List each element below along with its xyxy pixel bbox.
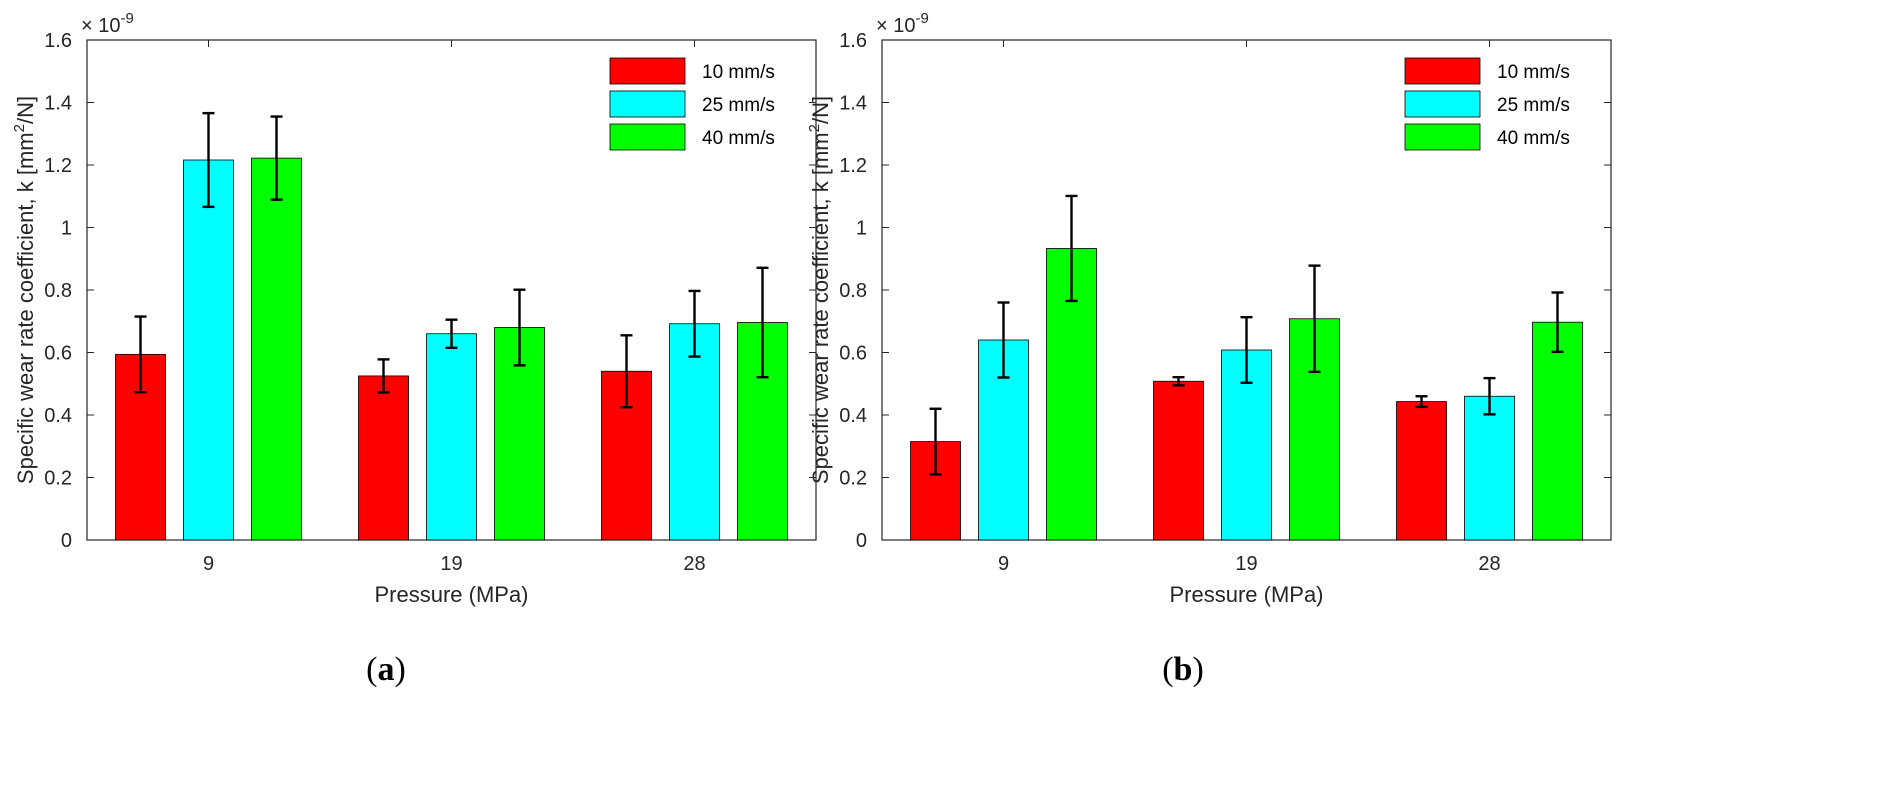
y-tick-label: 1 bbox=[856, 218, 867, 240]
panel-label-letter: a bbox=[378, 651, 395, 688]
y-axis-label-main: Specific wear rate coefficient, k [mm bbox=[13, 132, 38, 484]
y-tick-label: 0.6 bbox=[44, 343, 72, 365]
bar-25-mm-s-28 bbox=[1464, 395, 1515, 541]
y-tick-label: 1.4 bbox=[44, 93, 72, 115]
panel-label-letter: b bbox=[1174, 651, 1193, 688]
panel-label-close: ) bbox=[1192, 651, 1203, 688]
y-axis-label-superscript: 2 bbox=[806, 124, 823, 132]
x-tick-label: 28 bbox=[1478, 553, 1500, 575]
chart-panel-b: 0 0.2 0.4 0.6 0.8 1 1.2 1.4 1.6 × 10-9 9 19 28 Pressu… bbox=[806, 10, 1612, 688]
panel-label-open: ( bbox=[1162, 651, 1173, 688]
legend-label: 25 mm/s bbox=[1497, 95, 1570, 116]
legend-swatch bbox=[1404, 90, 1481, 118]
legend-swatch bbox=[609, 123, 686, 151]
legend-swatch bbox=[1404, 57, 1481, 85]
y-exponent-label: × 10-9 bbox=[81, 10, 134, 37]
legend-label: 40 mm/s bbox=[1497, 128, 1570, 149]
legend-label: 25 mm/s bbox=[702, 95, 775, 116]
y-tick-label: 1.4 bbox=[839, 93, 867, 115]
exponent-power: -9 bbox=[915, 10, 928, 27]
y-tick-label: 1.2 bbox=[839, 155, 867, 177]
bar-40-mm-s-9 bbox=[251, 157, 302, 541]
y-tick-label: 1 bbox=[61, 218, 72, 240]
y-axis-label: Specific wear rate coefficient, k [mm2/N… bbox=[806, 96, 833, 484]
bar-40-mm-s-28 bbox=[1532, 321, 1583, 541]
panel-label: (a) bbox=[366, 651, 406, 688]
exponent-base: × 10 bbox=[876, 15, 915, 37]
panel-label: (b) bbox=[1162, 651, 1204, 688]
y-tick-label: 0.2 bbox=[44, 468, 72, 490]
panel-label-open: ( bbox=[366, 651, 377, 688]
x-tick-label: 9 bbox=[203, 553, 214, 575]
y-tick-label: 0.2 bbox=[839, 468, 867, 490]
legend-swatch bbox=[1404, 123, 1481, 151]
y-tick-label: 1.6 bbox=[44, 30, 72, 52]
bar-10-mm-s-19 bbox=[358, 375, 409, 541]
legend-label: 10 mm/s bbox=[1497, 62, 1570, 83]
legend: 10 mm/s 25 mm/s 40 mm/s bbox=[601, 49, 807, 161]
exponent-base: × 10 bbox=[81, 15, 120, 37]
x-tick-label: 19 bbox=[1235, 553, 1257, 575]
x-axis-label: Pressure (MPa) bbox=[374, 582, 528, 607]
bar-10-mm-s-19 bbox=[1153, 380, 1204, 541]
bar-25-mm-s-19 bbox=[426, 333, 477, 541]
y-tick-label: 0.4 bbox=[839, 405, 867, 427]
y-axis-label-superscript: 2 bbox=[11, 124, 28, 132]
chart-panel-a: 0 0.2 0.4 0.6 0.8 1 1.2 1.4 1.6 × 10-9 9 19 28 Pressu… bbox=[11, 10, 817, 688]
y-axis-label: Specific wear rate coefficient, k [mm2/N… bbox=[11, 96, 38, 484]
x-axis-label: Pressure (MPa) bbox=[1169, 582, 1323, 607]
legend-label: 10 mm/s bbox=[702, 62, 775, 83]
y-axis-label-main: Specific wear rate coefficient, k [mm bbox=[808, 132, 833, 484]
y-tick-label: 0.8 bbox=[839, 280, 867, 302]
legend-label: 40 mm/s bbox=[702, 128, 775, 149]
panel-label-close: ) bbox=[395, 651, 406, 688]
y-tick-label: 1.6 bbox=[839, 30, 867, 52]
x-tick-label: 9 bbox=[998, 553, 1009, 575]
bar-10-mm-s-28 bbox=[1396, 401, 1447, 541]
x-tick-label: 28 bbox=[683, 553, 705, 575]
y-tick-label: 0.4 bbox=[44, 405, 72, 427]
y-tick-label: 0.6 bbox=[839, 343, 867, 365]
y-tick-label: 1.2 bbox=[44, 155, 72, 177]
y-exponent-label: × 10-9 bbox=[876, 10, 929, 37]
legend: 10 mm/s 25 mm/s 40 mm/s bbox=[1396, 49, 1602, 161]
y-tick-label: 0 bbox=[856, 530, 867, 552]
y-axis-label-end: /N] bbox=[13, 96, 38, 124]
y-tick-label: 0.8 bbox=[44, 280, 72, 302]
exponent-power: -9 bbox=[120, 10, 133, 27]
y-tick-label: 0 bbox=[61, 530, 72, 552]
legend-swatch bbox=[609, 57, 686, 85]
legend-swatch bbox=[609, 90, 686, 118]
y-axis-label-end: /N] bbox=[808, 96, 833, 124]
bar-25-mm-s-9 bbox=[183, 159, 234, 541]
bar-25-mm-s-28 bbox=[669, 323, 720, 541]
x-tick-label: 19 bbox=[440, 553, 462, 575]
